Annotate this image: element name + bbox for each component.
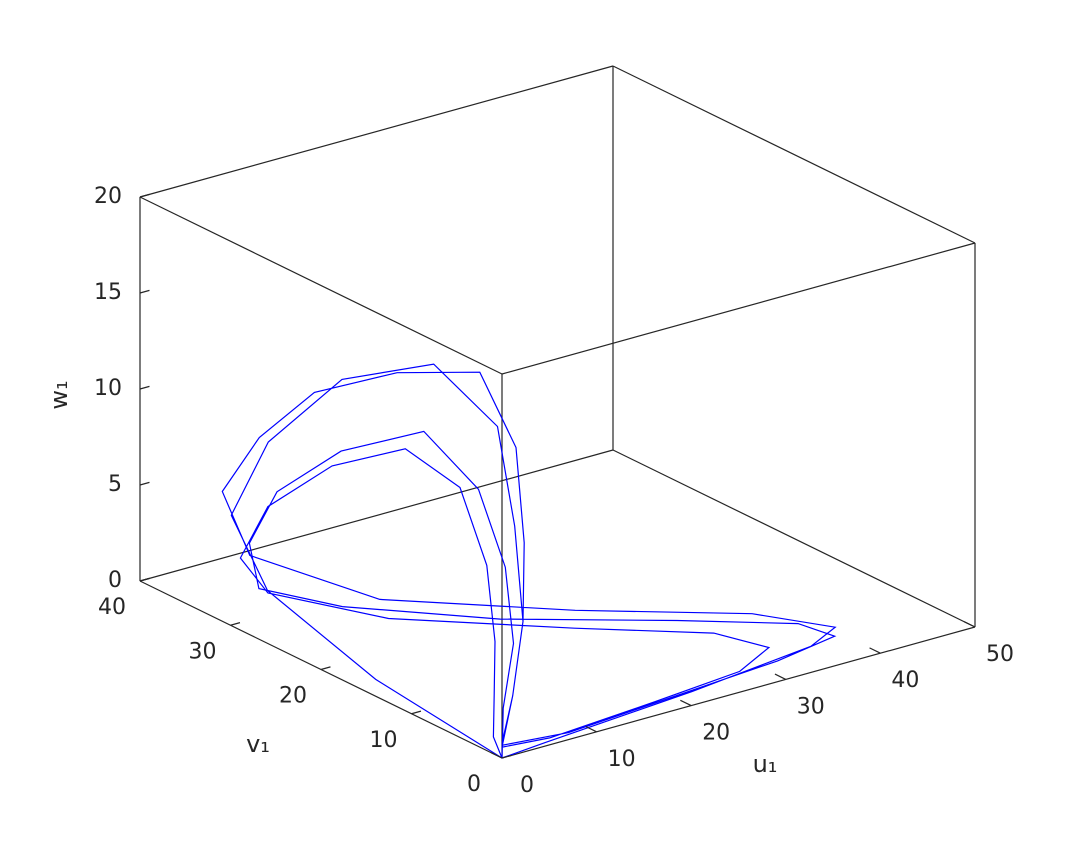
x-tick-label: 10: [608, 747, 636, 772]
box-edge: [501, 242, 976, 375]
z-tick: [139, 385, 150, 390]
z-tick: [139, 193, 150, 198]
z-tick: [139, 577, 150, 582]
x-tick-label: 50: [986, 642, 1014, 667]
x-tick: [963, 621, 976, 628]
x-tick: [869, 647, 881, 654]
x-tick-label: 40: [891, 668, 919, 693]
box-edge: [139, 449, 614, 582]
y-tick-label: 40: [98, 595, 126, 620]
y-tick: [320, 666, 331, 671]
y-axis-label: v₁: [246, 730, 270, 758]
x-tick: [585, 725, 597, 733]
box-edge: [612, 65, 976, 244]
z-tick-label: 10: [94, 376, 122, 401]
y-tick: [501, 754, 512, 759]
y-tick-label: 20: [279, 684, 307, 709]
y-tick-label: 10: [370, 728, 398, 753]
z-tick-label: 20: [94, 184, 122, 209]
y-tick: [411, 710, 422, 715]
z-tick-label: 15: [94, 280, 122, 305]
y-tick-label: 0: [467, 772, 481, 797]
x-tick-label: 20: [702, 721, 730, 746]
box-edge: [612, 449, 976, 628]
z-tick-label: 0: [108, 568, 122, 593]
x-tick: [490, 752, 503, 759]
y-tick: [230, 622, 241, 626]
trajectory: [221, 363, 837, 759]
box-edge: [139, 196, 503, 375]
box-edge: [139, 65, 614, 198]
box-edge: [501, 626, 976, 759]
z-tick-label: 5: [108, 472, 122, 497]
z-tick: [139, 289, 150, 294]
x-tick-label: 30: [797, 694, 825, 719]
y-tick-label: 30: [189, 639, 217, 664]
x-tick: [680, 699, 692, 707]
z-tick: [139, 481, 150, 486]
x-tick-label: 0: [520, 773, 534, 798]
z-axis-label: w₁: [45, 380, 73, 409]
x-axis-label: u₁: [753, 750, 778, 778]
x-tick: [774, 673, 787, 680]
